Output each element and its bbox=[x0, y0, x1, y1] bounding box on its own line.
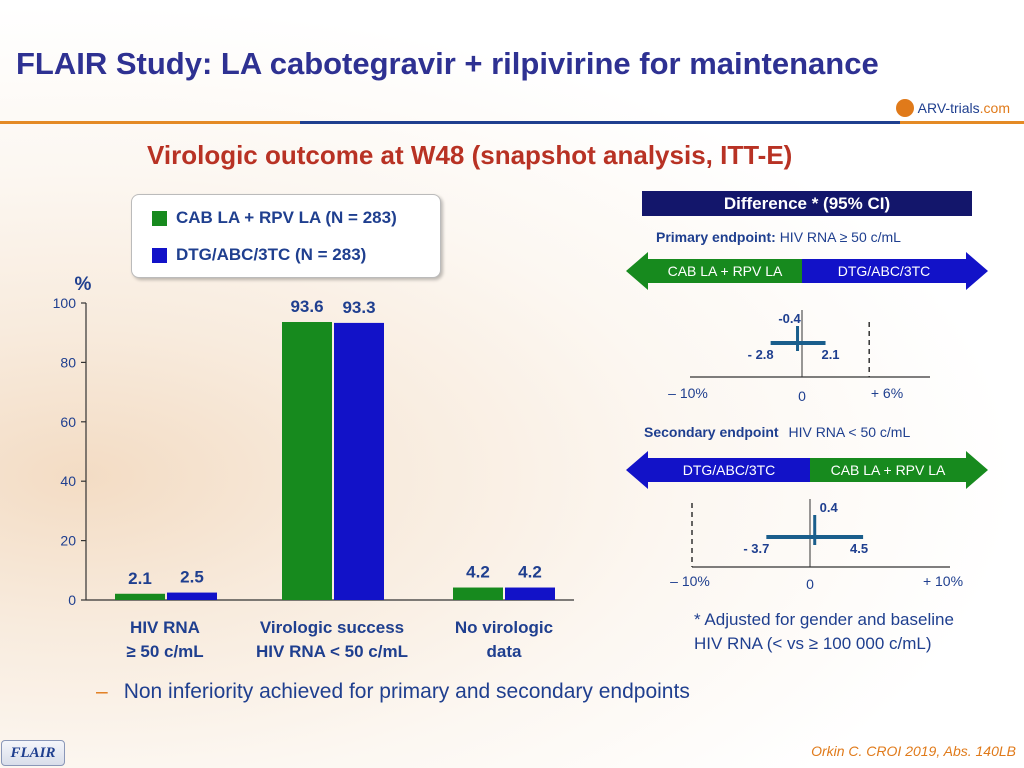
category-label: HIV RNA ≥ 50 c/mL bbox=[100, 616, 230, 664]
forest-axis-label: 0 bbox=[798, 388, 806, 404]
bar-value-label: 4.2 bbox=[518, 563, 542, 582]
study-tag: FLAIR bbox=[1, 740, 65, 766]
bar bbox=[115, 593, 165, 600]
difference-header: Difference * (95% CI) bbox=[642, 191, 972, 216]
y-tick-label: 100 bbox=[53, 295, 77, 311]
endpoint-desc: HIV RNA < 50 c/mL bbox=[788, 424, 911, 440]
bullet-text: Non inferiority achieved for primary and… bbox=[123, 680, 690, 703]
bar bbox=[167, 592, 217, 600]
bar-value-label: 93.3 bbox=[342, 298, 375, 317]
footnote: * Adjusted for gender and baseline HIV R… bbox=[694, 608, 954, 656]
bullet-dash: – bbox=[96, 680, 108, 703]
logo-text: ARV-trials bbox=[917, 100, 980, 116]
footnote-line: * Adjusted for gender and baseline bbox=[694, 610, 954, 629]
arrow-left-label: CAB LA + RPV LA bbox=[668, 263, 783, 279]
endpoint-desc: HIV RNA ≥ 50 c/mL bbox=[779, 229, 901, 245]
legend-label: CAB LA + RPV LA (N = 283) bbox=[176, 208, 397, 227]
bar bbox=[505, 587, 555, 600]
footnote-line: HIV RNA (< vs ≥ 100 000 c/mL) bbox=[694, 634, 932, 653]
bar bbox=[453, 587, 503, 600]
category-label: No virologic data bbox=[434, 616, 574, 664]
category-label-line: ≥ 50 c/mL bbox=[126, 642, 204, 661]
y-tick-label: 0 bbox=[68, 592, 76, 608]
category-label-line: No virologic bbox=[454, 618, 554, 637]
forest-axis-label: – 10% bbox=[668, 385, 708, 401]
category-label-line: data bbox=[486, 642, 522, 661]
slide-subtitle: Virologic outcome at W48 (snapshot analy… bbox=[147, 140, 793, 170]
ci-upper-label: 2.1 bbox=[821, 347, 839, 362]
bar-value-label: 93.6 bbox=[290, 297, 323, 316]
forest-axis-label: – 10% bbox=[670, 573, 710, 589]
endpoint-title: Primary endpoint: bbox=[656, 229, 776, 245]
bar-value-label: 4.2 bbox=[466, 563, 490, 582]
forest-axis-label: + 10% bbox=[923, 573, 963, 589]
bar bbox=[334, 322, 384, 600]
point-label: 0.4 bbox=[820, 500, 839, 515]
y-tick-label: 40 bbox=[60, 473, 76, 489]
legend-item-dtg: DTG/ABC/3TC (N = 283) bbox=[152, 245, 366, 265]
legend-label: DTG/ABC/3TC (N = 283) bbox=[176, 245, 367, 264]
conclusion-bullet: – Non inferiority achieved for primary an… bbox=[96, 680, 690, 704]
secondary-endpoint-label: Secondary endpoint HIV RNA < 50 c/mL bbox=[644, 424, 910, 440]
y-tick-label: 80 bbox=[60, 354, 76, 370]
arrow-left bbox=[626, 451, 810, 489]
arrow-right-label: CAB LA + RPV LA bbox=[831, 462, 946, 478]
forest-axis-label: 0 bbox=[806, 576, 814, 592]
y-tick-label: 20 bbox=[60, 533, 76, 549]
arrow-left-label: DTG/ABC/3TC bbox=[683, 462, 776, 478]
primary-endpoint-label: Primary endpoint: HIV RNA ≥ 50 c/mL bbox=[656, 229, 901, 245]
logo-icon bbox=[895, 99, 914, 117]
bar-value-label: 2.5 bbox=[180, 568, 204, 587]
chart-legend: CAB LA + RPV LA (N = 283) DTG/ABC/3TC (N… bbox=[131, 194, 441, 278]
citation: Orkin C. CROI 2019, Abs. 140LB bbox=[811, 743, 1016, 759]
arrow-right bbox=[802, 252, 988, 290]
arrow-left bbox=[626, 252, 802, 290]
endpoint-title: Secondary endpoint bbox=[644, 424, 779, 440]
arv-trials-logo: ARV-trials .com bbox=[895, 99, 1010, 117]
category-label: Virologic success HIV RNA < 50 c/mL bbox=[232, 616, 432, 664]
forest-axis-label: + 6% bbox=[871, 385, 903, 401]
legend-item-cab-rpv: CAB LA + RPV LA (N = 283) bbox=[152, 208, 397, 228]
legend-swatch-green bbox=[152, 210, 167, 226]
ci-lower-label: - 3.7 bbox=[743, 541, 769, 556]
point-label: -0.4 bbox=[778, 311, 801, 326]
ci-upper-label: 4.5 bbox=[850, 541, 868, 556]
y-axis-label: % bbox=[75, 274, 92, 295]
logo-suffix: .com bbox=[979, 100, 1010, 116]
category-label-line: Virologic success bbox=[259, 618, 405, 637]
arrow-right-label: DTG/ABC/3TC bbox=[838, 263, 931, 279]
category-label-line: HIV RNA bbox=[130, 618, 200, 637]
ci-lower-label: - 2.8 bbox=[748, 347, 774, 362]
y-tick-label: 60 bbox=[60, 414, 76, 430]
slide-title: FLAIR Study: LA cabotegravir + rilpiviri… bbox=[16, 46, 879, 81]
bar bbox=[282, 322, 332, 600]
category-label-line: HIV RNA < 50 c/mL bbox=[256, 642, 408, 661]
bar-value-label: 2.1 bbox=[128, 569, 152, 588]
title-rule-accent bbox=[300, 121, 900, 124]
arrow-right bbox=[810, 451, 988, 489]
legend-swatch-blue bbox=[152, 247, 167, 263]
